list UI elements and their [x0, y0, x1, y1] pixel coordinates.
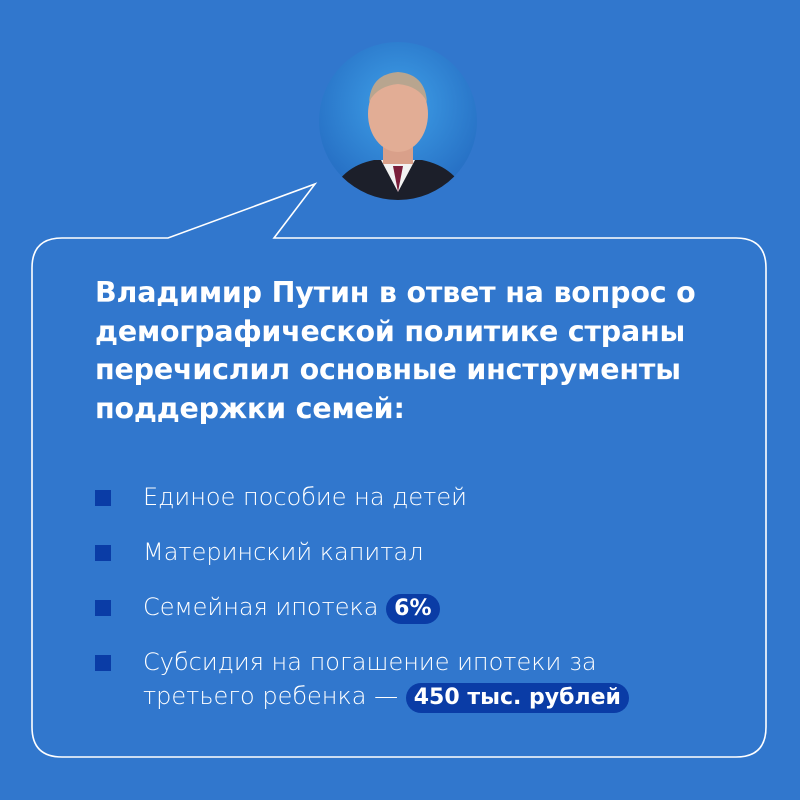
square-bullet-icon — [95, 490, 111, 506]
avatar — [319, 42, 477, 200]
portrait-photo-icon — [329, 72, 469, 200]
item-text: Семейная ипотека — [143, 593, 379, 621]
square-bullet-icon — [95, 655, 111, 671]
list-item: Единое пособие на детей — [95, 480, 735, 514]
support-list: Единое пособие на детей Материнский капи… — [95, 480, 735, 734]
item-text: Материнский капитал — [143, 538, 424, 566]
item-text: Единое пособие на детей — [143, 483, 467, 511]
headline: Владимир Путин в ответ на вопрос о демог… — [95, 276, 696, 425]
list-item: Материнский капитал — [95, 535, 735, 569]
list-item: Субсидия на погашение ипотеки за третьег… — [95, 645, 703, 713]
rate-badge: 6% — [386, 594, 440, 624]
amount-badge: 450 тыс. рублей — [405, 683, 629, 713]
square-bullet-icon — [95, 545, 111, 561]
item-text: Субсидия на погашение ипотеки за третьег… — [143, 648, 597, 710]
list-item: Семейная ипотека 6% — [95, 590, 735, 624]
square-bullet-icon — [95, 600, 111, 616]
